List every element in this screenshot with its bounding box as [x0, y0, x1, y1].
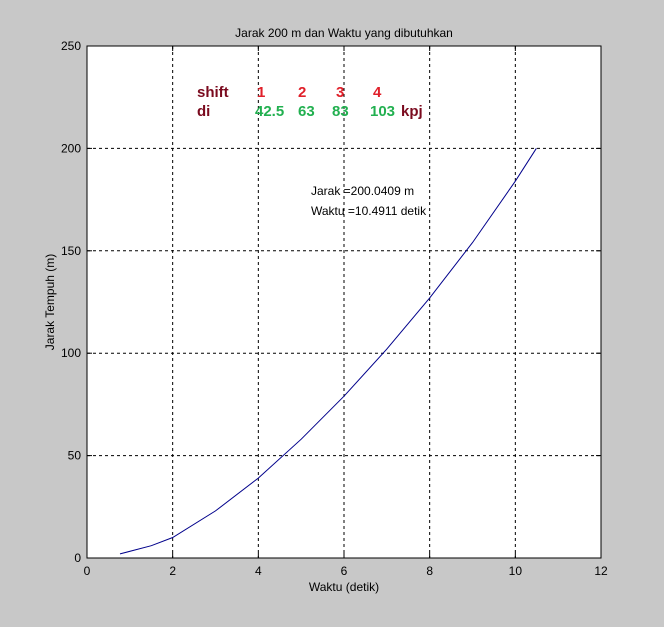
series-line-jarak	[119, 148, 537, 555]
speed-unit: kpj	[401, 103, 423, 120]
x-tick-label: 8	[426, 564, 433, 578]
chart-title: Jarak 200 m dan Waktu yang dibutuhkan	[235, 26, 453, 40]
y-tick-label: 50	[68, 449, 82, 463]
speed-1: 42.5	[255, 103, 284, 120]
x-tick-label: 0	[84, 564, 91, 578]
shift-4: 4	[373, 84, 382, 101]
y-tick-label: 200	[61, 141, 81, 155]
shift-3: 3	[336, 84, 344, 101]
x-axis-label: Waktu (detik)	[309, 580, 379, 594]
result-distance: Jarak =200.0409 m	[311, 184, 414, 198]
shift-label: shift	[197, 84, 229, 101]
x-tick-label: 12	[594, 564, 608, 578]
di-label: di	[197, 103, 210, 120]
speed-4: 103	[370, 103, 395, 120]
x-tick-label: 4	[255, 564, 262, 578]
y-tick-label: 100	[61, 346, 81, 360]
axes-box	[86, 45, 602, 559]
x-tick-label: 2	[169, 564, 176, 578]
speed-2: 63	[298, 103, 315, 120]
shift-1: 1	[257, 84, 265, 101]
y-tick-label: 150	[61, 244, 81, 258]
x-tick-label: 6	[341, 564, 348, 578]
y-tick-label: 250	[61, 39, 81, 53]
y-axis-label: Jarak Tempuh (m)	[43, 254, 57, 350]
result-time: Waktu =10.4911 detik	[311, 204, 427, 218]
x-tick-label: 10	[509, 564, 523, 578]
speed-3: 83	[332, 103, 349, 120]
y-tick-label: 0	[74, 551, 81, 565]
shift-2: 2	[298, 84, 306, 101]
grid	[87, 46, 601, 558]
